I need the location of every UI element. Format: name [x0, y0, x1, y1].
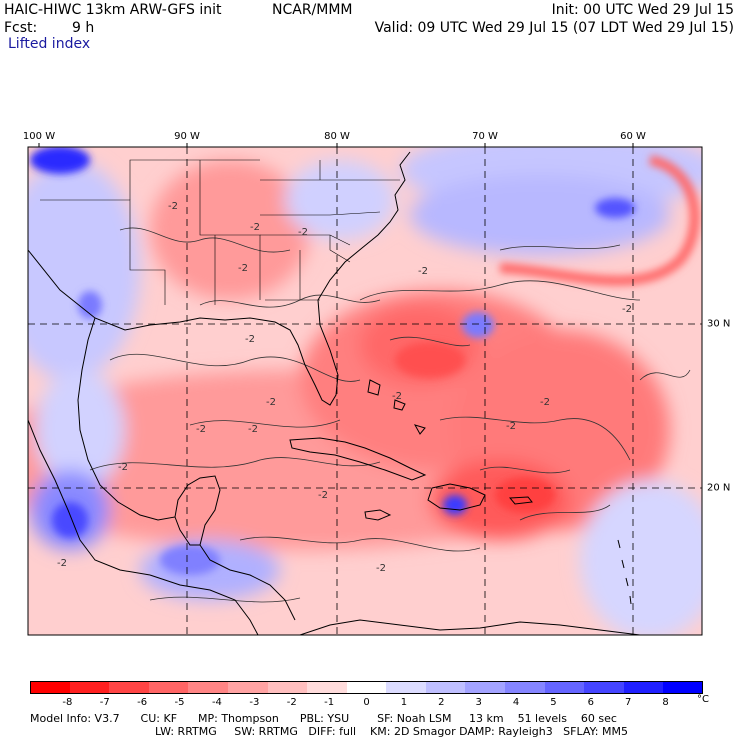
colorbar-swatch — [386, 681, 427, 694]
colorbar-tick-label: 4 — [512, 697, 520, 708]
colorbar-swatch — [584, 681, 625, 694]
colorbar-swatch — [544, 681, 585, 694]
colorbar-tick-label: -7 — [99, 697, 110, 708]
colorbar-swatch — [188, 681, 229, 694]
colorbar-swatch — [267, 681, 308, 694]
lon-label-80w: 80 W — [324, 131, 350, 142]
lon-label-100w: 100 W — [22, 131, 56, 142]
lon-label-70w: 70 W — [472, 131, 498, 142]
colorbar-tick-label: 0 — [363, 697, 370, 708]
colorbar-swatch — [425, 681, 466, 694]
colorbar-swatch — [227, 681, 269, 694]
model-title: HAIC-HIWC 13km ARW-GFS init — [4, 2, 222, 18]
colorbar-swatch — [307, 681, 348, 694]
colorbar-tick-label: -1 — [324, 697, 335, 708]
contour-label: -2 — [266, 397, 276, 408]
colorbar-tick-label: 5 — [550, 697, 557, 708]
colorbar-tick-label: 8 — [662, 697, 669, 708]
contour-label: -2 — [118, 462, 128, 473]
colorbar-border — [30, 681, 703, 694]
contour-label: -2 — [622, 304, 632, 315]
colorbar-tick-label: 2 — [438, 697, 445, 708]
colorbar-swatch — [623, 681, 664, 694]
state-borders — [40, 159, 400, 305]
contour-label: -2 — [245, 334, 255, 345]
lon-ticks — [38, 143, 634, 147]
colorbar-tick-label: -2 — [286, 697, 297, 708]
colorbar-swatch — [663, 681, 704, 694]
lon-label-60w: 60 W — [620, 131, 646, 142]
model-info-line1: Model Info: V3.7 CU: KF MP: Thompson PBL… — [30, 712, 617, 725]
colorbar-tick-label: -8 — [62, 697, 73, 708]
contour-label: -2 — [376, 563, 386, 574]
contour-label: -2 — [506, 421, 516, 432]
colorbar-tick-label: 7 — [625, 697, 632, 708]
colorbar-tick-label: 1 — [400, 697, 408, 708]
map-frame — [27, 146, 703, 636]
field-name: Lifted index — [8, 36, 91, 52]
coastlines — [28, 151, 641, 635]
contour-label-group: -2 -2 -2 -2 -2 -2 -2 -2 -2 -2 -2 -2 -2 -… — [57, 201, 632, 574]
contour-label: -2 — [250, 222, 260, 233]
colorbar-swatch — [30, 681, 71, 694]
colorbar-tick-label: 6 — [587, 697, 595, 708]
colorbar-tick-label: -4 — [211, 697, 222, 708]
colorbar-tick-label: -6 — [137, 697, 148, 708]
contour-label: -2 — [392, 391, 402, 402]
contour-label: -2 — [57, 558, 67, 569]
colorbar-tick-label: 3 — [475, 697, 482, 708]
contour-label: -2 — [238, 263, 248, 274]
colorbar-swatch — [148, 681, 189, 694]
init-time: Init: 00 UTC Wed 29 Jul 15 — [551, 2, 734, 18]
colorbar-unit: °C — [697, 694, 709, 705]
colorbar-swatch — [69, 681, 110, 694]
model-info-line2: LW: RRTMG SW: RRTMG DIFF: full KM: 2D Sm… — [155, 725, 628, 738]
contour-label: -2 — [168, 201, 178, 212]
colorbar-swatch — [346, 681, 387, 694]
lat-label-30n: 30 N — [707, 318, 731, 330]
colorbar-tick-label: -5 — [174, 697, 185, 708]
field-shading: -2 -2 -2 -2 -2 -2 -2 -2 -2 -2 -2 -2 -2 -… — [28, 147, 702, 635]
colorbar-swatch — [505, 681, 546, 694]
contour-label: -2 — [318, 490, 328, 501]
forecast-label: Fcst: — [4, 20, 38, 36]
contour-label: -2 — [248, 424, 258, 435]
lat-label-20n: 20 N — [707, 482, 731, 494]
contour-label: -2 — [540, 397, 550, 408]
colorbar-swatch — [465, 681, 506, 694]
lat-lon-grid — [28, 147, 702, 635]
contour-label: -2 — [418, 266, 428, 277]
colorbar-swatch — [109, 681, 150, 694]
forecast-hour: 9 h — [72, 20, 95, 36]
lon-label-90w: 90 W — [174, 131, 200, 142]
colorbar-tick-label: -3 — [249, 697, 260, 708]
contour-label: -2 — [196, 424, 206, 435]
contour-label: -2 — [298, 227, 308, 238]
valid-time: Valid: 09 UTC Wed 29 Jul 15 (07 LDT Wed … — [374, 20, 734, 36]
org-label: NCAR/MMM — [272, 2, 353, 18]
